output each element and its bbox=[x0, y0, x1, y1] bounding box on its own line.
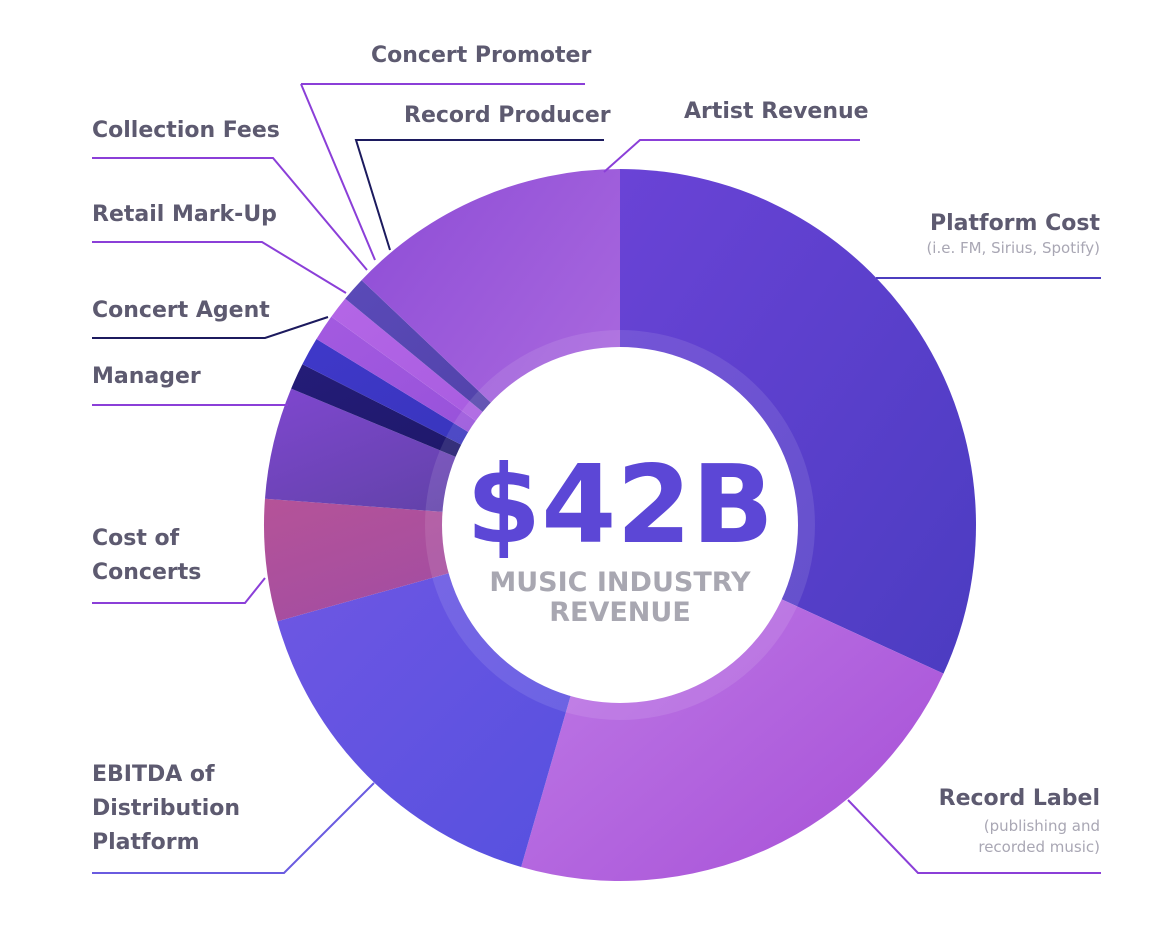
leader-line-collection-fees bbox=[92, 157, 368, 271]
leader-line-retail-mark-up bbox=[92, 241, 347, 294]
label-retail-mark-up: Retail Mark-Up bbox=[92, 202, 277, 227]
slice-labels: Platform Cost (i.e. FM, Sirius, Spotify) R… bbox=[92, 43, 1100, 856]
note-platform-cost: (i.e. FM, Sirius, Spotify) bbox=[926, 239, 1100, 257]
leader-line-record-producer bbox=[354, 139, 604, 251]
label-manager: Manager bbox=[92, 364, 201, 389]
center-label: $42B MUSIC INDUSTRY REVENUE bbox=[466, 443, 774, 628]
leader-lines bbox=[92, 83, 1101, 874]
center-subtitle-line-1: MUSIC INDUSTRY bbox=[489, 567, 751, 598]
leader-line-artist-revenue bbox=[603, 139, 860, 173]
label-artist-revenue: Artist Revenue bbox=[684, 99, 869, 124]
label-concert-promoter: Concert Promoter bbox=[371, 43, 591, 68]
center-total-value: $42B bbox=[466, 443, 774, 568]
label-record-label: Record Label bbox=[939, 786, 1100, 811]
donut-hole bbox=[442, 347, 798, 703]
label-cost-of-concerts: Cost of Concerts bbox=[92, 526, 201, 585]
center-subtitle-line-2: REVENUE bbox=[549, 597, 691, 628]
leader-line-ebitda-of-distribution-platform bbox=[92, 782, 375, 874]
leader-line-concert-agent bbox=[92, 316, 329, 339]
note-record-label: (publishing and recorded music) bbox=[978, 817, 1100, 856]
leader-line-cost-of-concerts bbox=[92, 577, 266, 604]
leader-line-concert-promoter bbox=[300, 83, 376, 261]
label-concert-agent: Concert Agent bbox=[92, 298, 270, 323]
label-ebitda-of-distribution-platform: EBITDA of Distribution Platform bbox=[92, 762, 240, 855]
leader-line-record-label bbox=[847, 799, 1101, 874]
label-platform-cost: Platform Cost bbox=[930, 211, 1101, 236]
label-collection-fees: Collection Fees bbox=[92, 118, 280, 143]
label-record-producer: Record Producer bbox=[404, 103, 611, 128]
